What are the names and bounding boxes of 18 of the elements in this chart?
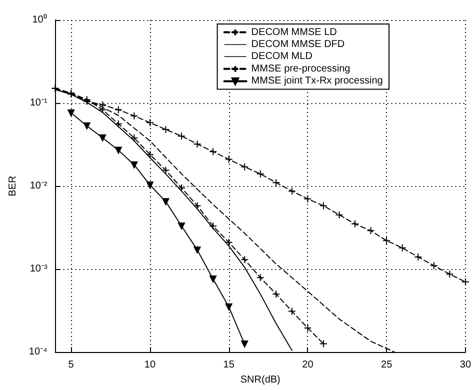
legend-label: DECOM MLD: [251, 51, 312, 62]
x-tick-label: 25: [381, 360, 393, 371]
legend-label: DECOM MMSE LD: [251, 26, 337, 38]
y-tick-label: 10⁻²: [30, 180, 48, 192]
x-tick-label: 10: [144, 360, 156, 371]
legend-label: MMSE joint Tx-Rx processing: [251, 76, 383, 87]
x-tick-label: 30: [460, 360, 472, 371]
y-tick-label: 10⁻¹: [30, 98, 48, 109]
x-tick-label: 15: [223, 360, 235, 371]
y-tick-label: 10⁻³: [30, 264, 48, 275]
legend-label: MMSE pre-processing: [251, 63, 350, 74]
y-axis-title: BER: [8, 176, 18, 196]
y-tick-label: 10⁰: [32, 14, 48, 26]
x-axis-title: SNR(dB): [240, 374, 280, 386]
x-tick-label: 20: [302, 360, 314, 371]
x-tick-label: 5: [68, 360, 74, 371]
legend-label: DECOM MMSE DFD: [251, 39, 345, 50]
y-tick-label: 10⁻⁴: [28, 346, 48, 358]
